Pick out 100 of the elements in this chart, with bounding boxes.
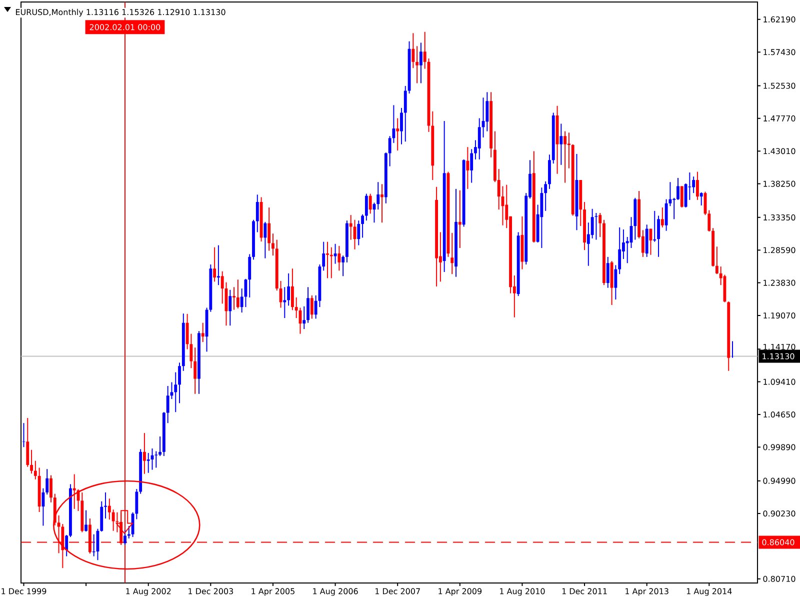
candlestick xyxy=(653,210,656,242)
candlestick xyxy=(692,176,696,194)
x-tick-label: 1 Dec 2003 xyxy=(188,588,234,594)
candlestick xyxy=(30,449,33,474)
y-tick-label: 1.14170 xyxy=(764,344,796,350)
candlestick xyxy=(84,510,88,532)
y-tick-label: 0.90230 xyxy=(763,510,796,517)
candlestick xyxy=(104,492,107,520)
candlestick xyxy=(65,534,68,557)
y-tick-label: 1.23830 xyxy=(764,280,796,286)
candlestick xyxy=(342,255,345,277)
candlestick xyxy=(322,241,326,272)
candlestick xyxy=(272,233,274,256)
candlestick xyxy=(216,244,220,286)
candlestick xyxy=(108,498,111,520)
candlestick xyxy=(361,214,364,238)
candlestick xyxy=(283,286,286,319)
candlestick xyxy=(256,194,259,233)
candlestick xyxy=(146,452,150,474)
candlestick xyxy=(232,286,236,310)
y-tick-label: 1.52530 xyxy=(764,82,796,89)
candlestick xyxy=(349,214,352,240)
x-tick-label: 1 Aug 2006 xyxy=(313,588,358,596)
y-tick-label: 0.80710 xyxy=(763,576,796,582)
candlestick xyxy=(564,130,567,184)
candlestick xyxy=(466,146,470,190)
x-tick-label: 1 Dec 2011 xyxy=(562,588,607,594)
candlestick xyxy=(194,347,197,394)
candlestick xyxy=(236,279,240,309)
candlestick xyxy=(420,42,422,84)
candlestick xyxy=(228,289,232,326)
y-tick-label: 0.99890 xyxy=(763,444,796,450)
ref-line-label: 1.13130 xyxy=(762,353,794,360)
candlestick xyxy=(458,190,462,248)
x-tick-label: 1 Dec 1999 xyxy=(2,588,46,594)
text: EURUSD,Monthly 1.13116 1.15326 1.12910 1.13130 xyxy=(16,8,226,17)
y-tick-label: 1.33350 xyxy=(764,214,796,220)
x-tick-label: 1 Dec 2007 xyxy=(375,588,420,594)
candlestick xyxy=(46,468,49,495)
candlestick xyxy=(302,306,306,330)
candlestick xyxy=(22,422,26,448)
candlestick xyxy=(338,245,341,272)
candlestick xyxy=(676,177,680,200)
candlestick xyxy=(416,46,419,84)
candlestick xyxy=(248,254,252,298)
candlestick xyxy=(124,530,126,546)
candlestick xyxy=(423,31,426,70)
candlestick xyxy=(26,417,30,468)
candlestick xyxy=(614,264,618,300)
candlestick xyxy=(400,107,403,145)
candlestick xyxy=(42,488,45,526)
candlestick xyxy=(264,221,267,259)
candlestick xyxy=(560,123,563,166)
candlestick xyxy=(201,322,204,343)
x-tick-label: 1 Apr 2005 xyxy=(252,588,294,596)
candlestick xyxy=(598,212,602,238)
candlestick xyxy=(287,272,290,306)
candlestick xyxy=(154,450,158,468)
x-tick-label: 1 Apr 2013 xyxy=(626,588,668,596)
candlestick xyxy=(290,268,294,311)
x-tick-label: 1 Apr 2009 xyxy=(438,588,482,596)
candlestick xyxy=(567,132,570,169)
candlestick xyxy=(715,246,718,275)
candlestick xyxy=(306,286,310,324)
candlestick xyxy=(357,220,360,246)
candlestick xyxy=(544,180,548,212)
y-tick-label: 1.47770 xyxy=(764,115,796,122)
y-tick-label: 1.19070 xyxy=(764,312,796,319)
candlestick xyxy=(166,385,170,424)
y-tick-label: 1.43010 xyxy=(764,148,796,154)
candlestick xyxy=(376,182,380,210)
y-tick-label: 1.28590 xyxy=(764,247,796,254)
candlestick xyxy=(268,206,271,252)
candlestick xyxy=(696,171,699,200)
candlestick xyxy=(213,246,216,282)
candlestick xyxy=(680,186,684,208)
candlestick xyxy=(657,215,660,258)
candlestick xyxy=(470,148,474,184)
y-tick-label: 1.62190 xyxy=(764,16,796,22)
candlestick xyxy=(143,432,146,474)
y-tick-label: 1.04650 xyxy=(764,411,796,418)
x-tick-label: 1 Aug 2010 xyxy=(500,588,545,596)
candlestick xyxy=(412,32,415,69)
x-tick-label: 1 Aug 2014 xyxy=(686,588,732,596)
candlestick xyxy=(368,193,372,214)
candlestick xyxy=(158,436,162,457)
candlestick xyxy=(700,192,703,206)
ref-line-label: 0.86040 xyxy=(762,539,794,546)
candlestick xyxy=(672,197,676,220)
candlestick xyxy=(396,118,400,151)
candlestick xyxy=(660,206,664,228)
candlestick xyxy=(310,294,314,320)
candlestick xyxy=(606,256,610,288)
candlestick xyxy=(404,85,407,142)
candlestick xyxy=(618,226,622,275)
candlestick xyxy=(174,372,178,413)
y-tick-label: 0.94990 xyxy=(763,478,796,484)
y-tick-label: 1.38250 xyxy=(764,180,796,187)
candlestick xyxy=(50,474,52,503)
ref-line-label: 2002.02.01 00:00 xyxy=(90,24,160,30)
